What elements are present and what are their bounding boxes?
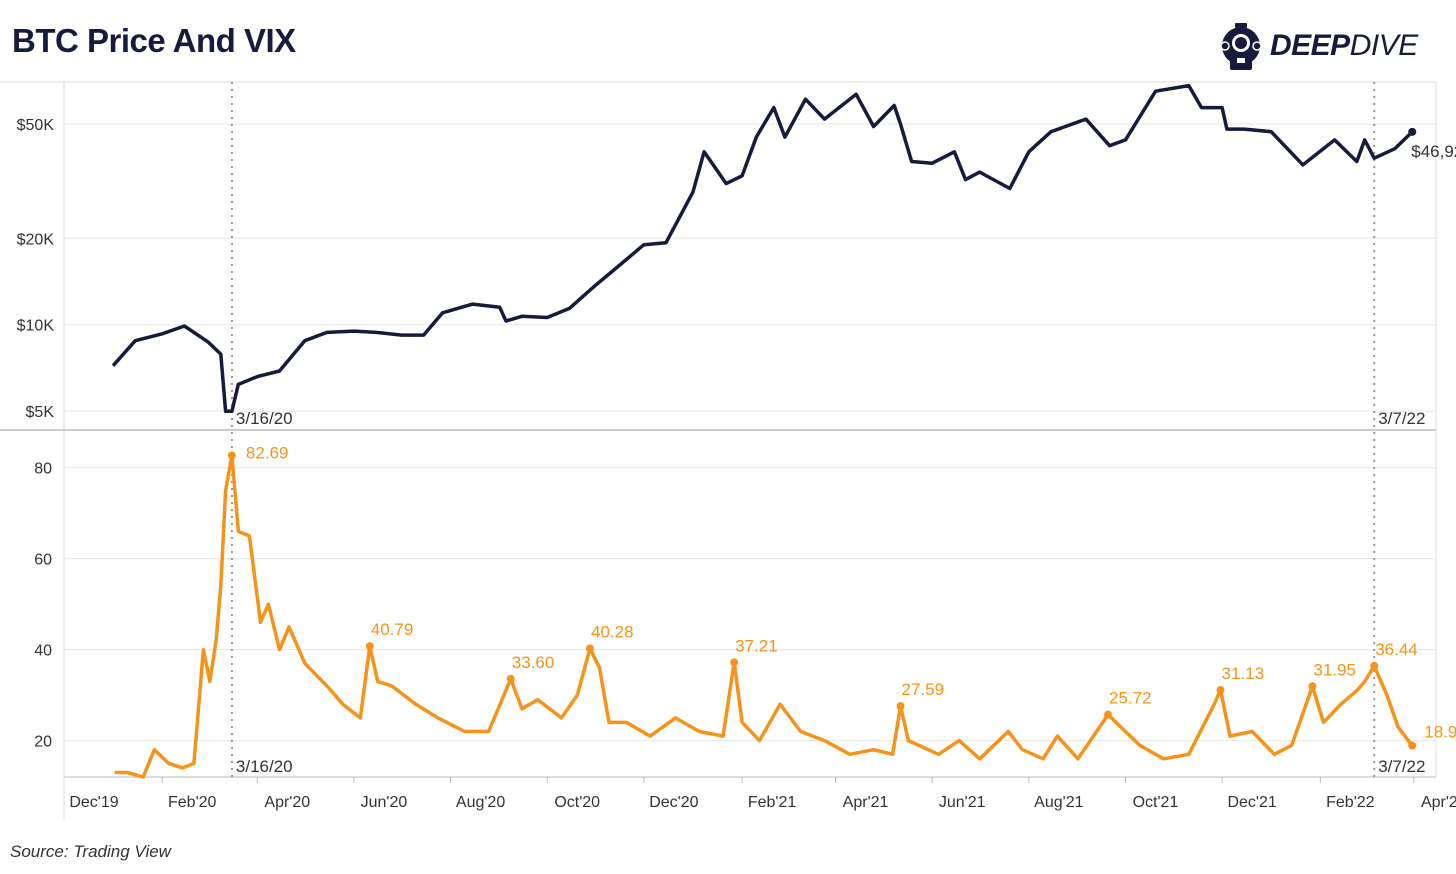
btc-y-tick-label: $5K (26, 404, 55, 421)
x-tick-label: Dec'21 (1227, 794, 1276, 811)
vix-y-tick-label: 60 (34, 552, 52, 569)
x-tick-label: Feb'20 (168, 794, 217, 811)
btc-last-value-label: $46,924 (1411, 142, 1456, 161)
vix-annotation-label: 25.72 (1109, 689, 1152, 708)
vix-annotation-label: 40.28 (591, 622, 634, 641)
vix-annotation-label: 36.44 (1375, 640, 1418, 659)
x-tick-label: Jun'20 (361, 794, 408, 811)
vix-annotation-label: 40.79 (371, 620, 414, 639)
x-tick-label: Aug'21 (1034, 794, 1083, 811)
vix-annotation-point (1408, 741, 1417, 750)
logo-wordmark: DEEPDIVE (1270, 29, 1418, 62)
btc-date-marker-label: 3/16/20 (236, 409, 293, 428)
vix-annotation-label: 18.91 (1424, 723, 1456, 742)
x-tick-label: Oct'21 (1133, 794, 1179, 811)
vix-y-tick-label: 80 (34, 461, 52, 478)
vix-annotation-point (227, 451, 236, 460)
chart-title: BTC Price And VIX (12, 22, 296, 59)
vix-annotation-point (1216, 685, 1225, 694)
vix-annotation-point (506, 674, 515, 683)
x-tick-label: Feb'22 (1326, 794, 1375, 811)
vix-annotation-point (365, 642, 374, 651)
diving-helmet-icon (1220, 23, 1262, 70)
deepdive-logo: DEEPDIVE (1218, 22, 1438, 74)
source-note: Source: Trading View (10, 842, 171, 861)
x-tick-label: Apr'22 (1421, 794, 1456, 811)
vix-annotation-point (1370, 661, 1379, 670)
label-layer: $46,924 82.69 40.79 33.60 40.28 37.21 27.59 25.… (246, 142, 1456, 742)
vix-y-tick-label: 20 (34, 734, 52, 751)
vix-date-marker-label: 3/7/22 (1378, 757, 1425, 776)
vix-date-marker-label: 3/16/20 (236, 757, 293, 776)
x-tick-label: Aug'20 (456, 794, 505, 811)
marker-layer: 3/16/20 3/7/22 3/16/20 3/7/22 (230, 82, 1425, 777)
btc-date-marker-label: 3/7/22 (1378, 409, 1425, 428)
x-tick-label: Apr'20 (264, 794, 310, 811)
vix-annotation-label: 82.69 (246, 444, 289, 463)
btc-y-tick-label: $10K (17, 318, 55, 335)
btc-last-point (1408, 127, 1417, 136)
series-layer (111, 83, 1417, 779)
vix-annotation-label: 33.60 (512, 653, 555, 672)
x-tick-label: Dec'20 (649, 794, 698, 811)
btc-y-tick-label: $20K (17, 231, 55, 248)
vix-line (114, 453, 1414, 779)
axis-layer: $5K $10K $20K $50K 20 40 60 80 Dec'19 Feb'20 Apr'2… (0, 81, 1456, 820)
x-tick-label: Jun'21 (939, 794, 986, 811)
grid-layer (64, 123, 1436, 742)
vix-annotation-point (896, 702, 905, 711)
btc-y-tick-label: $50K (17, 117, 55, 134)
vix-y-tick-label: 40 (34, 643, 52, 660)
vix-annotation-point (585, 644, 594, 653)
vix-annotation-label: 27.59 (902, 680, 945, 699)
x-tick-label: Dec'19 (69, 794, 118, 811)
vix-annotation-label: 31.13 (1222, 664, 1265, 683)
btc-price-line (111, 83, 1414, 413)
x-tick-label: Feb'21 (748, 794, 797, 811)
vix-annotation-point (1104, 710, 1113, 719)
vix-annotation-label: 37.21 (735, 636, 778, 655)
x-tick-label: Apr'21 (843, 794, 889, 811)
vix-annotation-label: 31.95 (1313, 660, 1356, 679)
vix-annotation-point (730, 658, 739, 667)
x-tick-label: Oct'20 (554, 794, 600, 811)
vix-annotation-point (1308, 682, 1317, 691)
